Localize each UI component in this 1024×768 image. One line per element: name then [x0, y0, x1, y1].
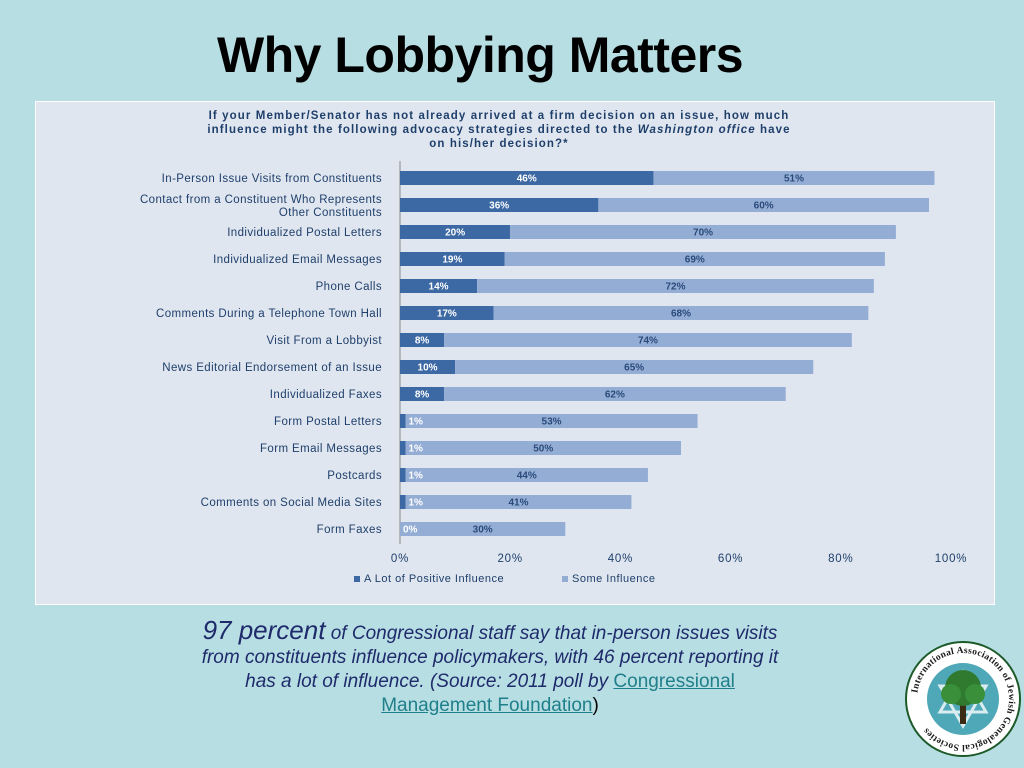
- caption-close: ): [592, 695, 599, 716]
- bar-some-influence: [598, 198, 929, 212]
- source-link[interactable]: Congressional Management Foundation: [381, 671, 735, 716]
- x-tick-label: 0%: [391, 553, 409, 565]
- bar-a-lot-of-influence: [400, 387, 445, 401]
- bar-a-lot-of-influence: [400, 360, 456, 374]
- data-label-some: 44%: [517, 471, 537, 482]
- category-label: Visit From a Lobbyist: [266, 335, 382, 347]
- category-label: Postcards: [327, 470, 382, 482]
- data-label-a-lot: 1%: [409, 471, 424, 482]
- data-label-a-lot: 14%: [429, 282, 449, 293]
- bar-a-lot-of-influence: [400, 225, 511, 239]
- legend-label: A Lot of Positive Influence: [364, 573, 504, 585]
- bar-a-lot-of-influence: [400, 279, 478, 293]
- bar-some-influence: [504, 252, 885, 266]
- data-label-a-lot: 1%: [409, 444, 424, 455]
- bar-some-influence: [493, 306, 869, 320]
- data-label-a-lot: 1%: [409, 417, 424, 428]
- tree-star-icon: International Association of Jewish Gene…: [905, 641, 1021, 757]
- data-label-some: 30%: [473, 525, 493, 536]
- data-label-a-lot: 19%: [442, 255, 462, 266]
- data-label-a-lot: 17%: [437, 309, 457, 320]
- data-label-a-lot: 1%: [409, 498, 424, 509]
- caption: 97 percent of Congressional staff say th…: [190, 615, 790, 718]
- bar-some-influence: [405, 441, 682, 455]
- category-label: Comments on Social Media Sites: [201, 497, 382, 509]
- data-label-some: 72%: [665, 282, 685, 293]
- chart-title-line: If your Member/Senator has not already a…: [209, 110, 790, 122]
- x-tick-label: 40%: [608, 553, 633, 565]
- data-label-a-lot: 8%: [415, 390, 430, 401]
- category-label: Phone Calls: [316, 281, 382, 293]
- data-label-some: 51%: [784, 174, 804, 185]
- category-label: Form Faxes: [317, 524, 382, 536]
- legend-swatch: [562, 576, 568, 582]
- bar-some-influence: [455, 360, 814, 374]
- category-label: Contact from a Constituent Who Represent…: [140, 194, 382, 219]
- chart-panel: If your Member/Senator has not already a…: [35, 101, 995, 605]
- data-label-a-lot: 0%: [403, 525, 418, 536]
- category-label: Form Email Messages: [260, 443, 382, 455]
- category-label: Individualized Email Messages: [213, 254, 382, 266]
- x-tick-label: 80%: [828, 553, 853, 565]
- bar-a-lot-of-influence: [400, 252, 505, 266]
- category-label: Individualized Postal Letters: [227, 227, 382, 239]
- data-label-some: 68%: [671, 309, 691, 320]
- bar-some-influence: [510, 225, 896, 239]
- bar-some-influence: [400, 522, 566, 536]
- bar-some-influence: [444, 333, 852, 347]
- legend-swatch: [354, 576, 360, 582]
- category-label: Individualized Faxes: [270, 389, 382, 401]
- data-label-some: 70%: [693, 228, 713, 239]
- caption-body: of Congressional staff say that in-perso…: [201, 623, 779, 692]
- chart-title-line: on his/her decision?*: [429, 138, 568, 150]
- data-label-a-lot: 20%: [445, 228, 465, 239]
- bar-some-influence: [405, 468, 648, 482]
- data-label-some: 41%: [508, 498, 528, 509]
- data-label-some: 69%: [685, 255, 705, 266]
- chart: If your Member/Senator has not already a…: [140, 110, 968, 585]
- data-label-a-lot: 36%: [489, 201, 509, 212]
- iajgs-logo: International Association of Jewish Gene…: [904, 640, 1022, 758]
- category-label: News Editorial Endorsement of an Issue: [162, 362, 382, 374]
- bar-some-influence: [405, 414, 698, 428]
- bar-some-influence: [444, 387, 786, 401]
- slide-title: Why Lobbying Matters: [216, 27, 744, 83]
- bar-a-lot-of-influence: [400, 441, 406, 455]
- bar-some-influence: [477, 279, 874, 293]
- data-label-some: 62%: [605, 390, 625, 401]
- data-label-a-lot: 10%: [418, 363, 438, 374]
- data-label-some: 53%: [542, 417, 562, 428]
- x-tick-label: 60%: [718, 553, 743, 565]
- bar-some-influence: [405, 495, 632, 509]
- data-label-some: 50%: [533, 444, 553, 455]
- category-label: Comments During a Telephone Town Hall: [156, 308, 382, 320]
- bar-some-influence: [653, 171, 935, 185]
- data-label-a-lot: 46%: [517, 174, 537, 185]
- bar-a-lot-of-influence: [400, 333, 445, 347]
- data-label-some: 60%: [754, 201, 774, 212]
- data-label-a-lot: 8%: [415, 336, 430, 347]
- chart-title-line: influence might the following advocacy s…: [207, 124, 790, 136]
- category-label: In-Person Issue Visits from Constituents: [162, 173, 382, 185]
- bar-a-lot-of-influence: [400, 306, 494, 320]
- x-tick-label: 100%: [935, 553, 968, 565]
- data-label-some: 65%: [624, 363, 644, 374]
- legend-label: Some Influence: [572, 573, 655, 585]
- caption-lead: 97 percent: [202, 615, 326, 645]
- category-label: Form Postal Letters: [274, 416, 382, 428]
- bar-a-lot-of-influence: [400, 414, 406, 428]
- x-tick-label: 20%: [497, 553, 522, 565]
- bar-a-lot-of-influence: [400, 495, 406, 509]
- bar-a-lot-of-influence: [400, 171, 654, 185]
- data-label-some: 74%: [638, 336, 658, 347]
- bar-a-lot-of-influence: [400, 198, 599, 212]
- bar-a-lot-of-influence: [400, 468, 406, 482]
